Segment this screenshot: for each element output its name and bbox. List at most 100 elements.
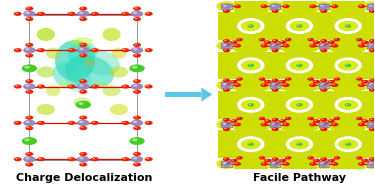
Circle shape <box>284 84 286 85</box>
Circle shape <box>79 157 84 159</box>
Circle shape <box>367 82 375 88</box>
Circle shape <box>273 79 275 81</box>
Circle shape <box>248 64 254 67</box>
Circle shape <box>264 80 272 84</box>
Ellipse shape <box>359 77 375 93</box>
Ellipse shape <box>290 21 309 31</box>
Circle shape <box>320 83 324 85</box>
Circle shape <box>266 41 268 43</box>
Bar <box>219 12 234 40</box>
Circle shape <box>356 38 363 41</box>
Circle shape <box>309 39 311 40</box>
Circle shape <box>284 5 286 6</box>
Circle shape <box>369 88 375 92</box>
Circle shape <box>23 83 36 90</box>
Circle shape <box>236 77 243 81</box>
Circle shape <box>358 5 365 8</box>
Ellipse shape <box>237 18 264 34</box>
Circle shape <box>313 80 320 84</box>
Circle shape <box>131 156 143 162</box>
Circle shape <box>146 158 149 159</box>
Circle shape <box>356 156 363 160</box>
Bar <box>368 43 375 48</box>
Circle shape <box>235 5 238 6</box>
Bar <box>219 130 234 158</box>
Circle shape <box>77 156 89 162</box>
Circle shape <box>280 41 283 43</box>
Circle shape <box>123 49 126 50</box>
Circle shape <box>79 48 84 50</box>
Bar <box>221 4 232 9</box>
Circle shape <box>223 44 227 46</box>
Circle shape <box>26 12 30 14</box>
Circle shape <box>320 79 327 82</box>
Circle shape <box>369 127 375 131</box>
Circle shape <box>320 123 324 125</box>
Circle shape <box>272 88 279 92</box>
Circle shape <box>356 117 363 120</box>
Circle shape <box>269 161 281 167</box>
Circle shape <box>231 41 234 43</box>
Circle shape <box>123 122 126 123</box>
Circle shape <box>320 118 327 122</box>
Circle shape <box>79 162 87 167</box>
Circle shape <box>272 118 279 122</box>
Circle shape <box>146 122 149 123</box>
Circle shape <box>259 38 265 41</box>
Circle shape <box>133 121 137 123</box>
Ellipse shape <box>334 136 362 152</box>
Circle shape <box>357 39 360 40</box>
Bar <box>319 161 329 167</box>
Circle shape <box>15 49 18 50</box>
Bar <box>282 119 316 130</box>
Bar <box>221 82 232 88</box>
Ellipse shape <box>286 97 313 113</box>
Ellipse shape <box>359 156 375 172</box>
Circle shape <box>122 121 129 125</box>
Circle shape <box>309 123 316 126</box>
Circle shape <box>230 80 237 84</box>
Circle shape <box>135 44 137 45</box>
Circle shape <box>327 80 335 84</box>
Circle shape <box>334 77 340 81</box>
Circle shape <box>220 122 232 128</box>
Circle shape <box>269 3 281 9</box>
Ellipse shape <box>314 41 334 51</box>
Bar <box>226 6 372 164</box>
Circle shape <box>79 12 84 14</box>
Circle shape <box>282 83 290 87</box>
Circle shape <box>318 43 330 49</box>
Ellipse shape <box>363 41 375 51</box>
Circle shape <box>135 91 137 92</box>
Circle shape <box>320 127 327 131</box>
Circle shape <box>91 12 99 16</box>
Ellipse shape <box>286 57 313 73</box>
Circle shape <box>284 123 286 125</box>
Ellipse shape <box>334 97 362 113</box>
Circle shape <box>314 159 317 161</box>
Circle shape <box>27 80 30 81</box>
Bar <box>368 161 375 167</box>
Circle shape <box>230 159 237 162</box>
Circle shape <box>132 66 138 69</box>
Ellipse shape <box>216 119 237 130</box>
Circle shape <box>249 64 251 66</box>
Circle shape <box>259 156 265 160</box>
Circle shape <box>260 157 262 158</box>
Circle shape <box>77 47 89 53</box>
Circle shape <box>92 158 95 159</box>
Circle shape <box>285 77 292 81</box>
Circle shape <box>26 157 30 159</box>
Ellipse shape <box>241 139 261 149</box>
Circle shape <box>369 83 373 85</box>
Circle shape <box>345 143 351 146</box>
Circle shape <box>223 39 230 43</box>
Ellipse shape <box>359 0 375 14</box>
Bar <box>319 82 329 88</box>
Bar <box>282 1 316 12</box>
Circle shape <box>357 157 360 158</box>
Circle shape <box>266 159 268 161</box>
Bar <box>267 130 283 158</box>
Circle shape <box>249 25 251 26</box>
Ellipse shape <box>216 41 237 51</box>
